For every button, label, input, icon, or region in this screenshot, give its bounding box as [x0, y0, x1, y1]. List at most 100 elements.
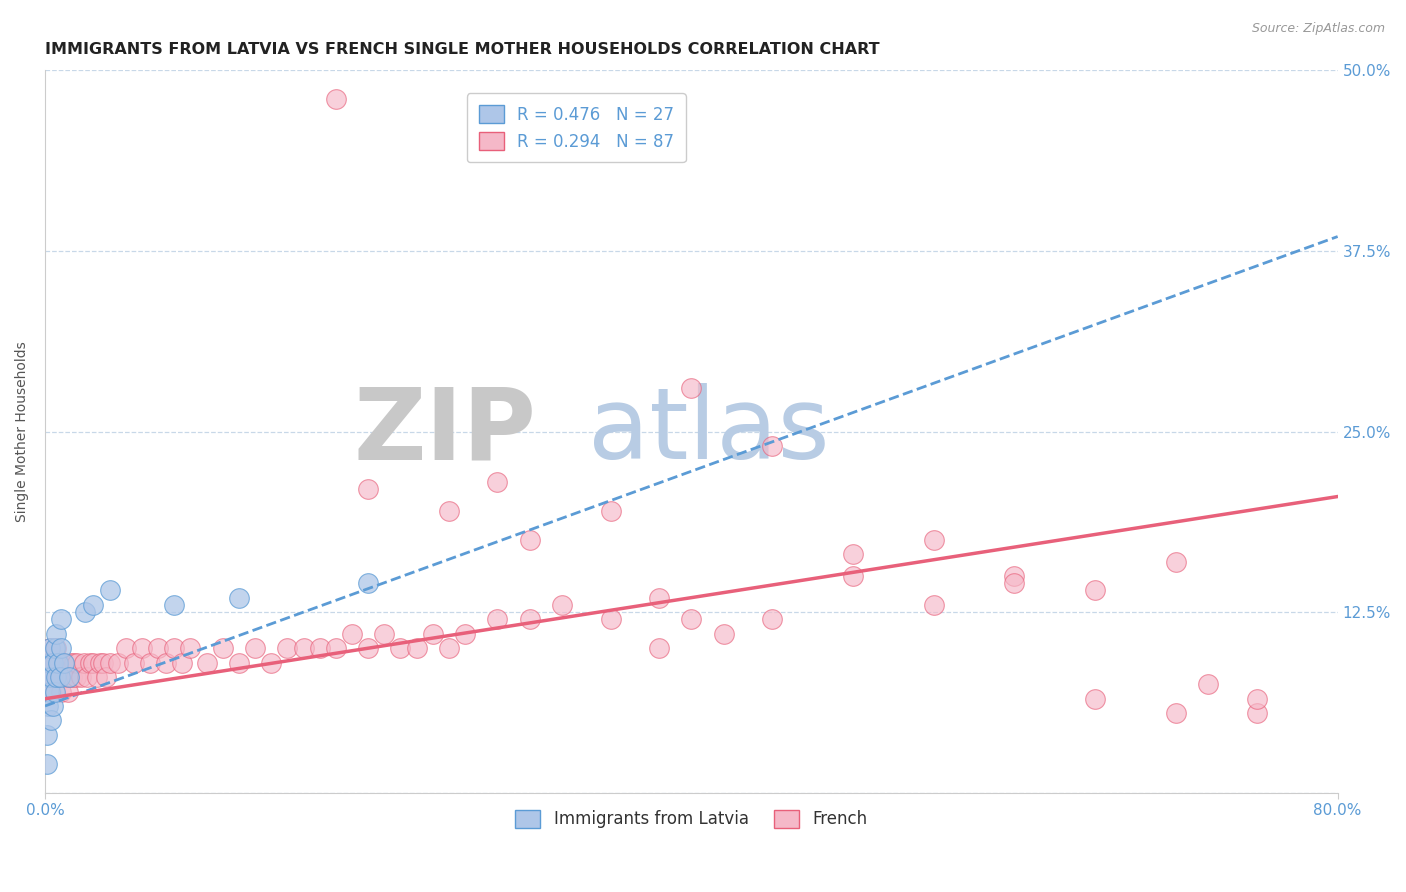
- Point: [357, 641, 380, 656]
- Text: atlas: atlas: [588, 383, 830, 480]
- Point: [179, 641, 201, 656]
- Point: [49, 641, 72, 656]
- Point: [842, 569, 865, 583]
- Legend: Immigrants from Latvia, French: Immigrants from Latvia, French: [509, 803, 875, 835]
- Point: [131, 641, 153, 656]
- Point: [46, 656, 69, 670]
- Point: [551, 598, 574, 612]
- Point: [53, 656, 76, 670]
- Point: [91, 656, 114, 670]
- Point: [82, 598, 104, 612]
- Point: [437, 641, 460, 656]
- Point: [292, 641, 315, 656]
- Point: [373, 626, 395, 640]
- Point: [519, 533, 541, 547]
- Point: [59, 656, 82, 670]
- Text: ZIP: ZIP: [353, 383, 536, 480]
- Point: [389, 641, 412, 656]
- Point: [53, 656, 76, 670]
- Point: [35, 728, 58, 742]
- Point: [79, 656, 101, 670]
- Point: [41, 670, 63, 684]
- Point: [486, 612, 509, 626]
- Point: [45, 670, 67, 684]
- Point: [114, 641, 136, 656]
- Y-axis label: Single Mother Households: Single Mother Households: [15, 341, 30, 522]
- Point: [146, 641, 169, 656]
- Point: [357, 576, 380, 591]
- Point: [45, 626, 67, 640]
- Point: [52, 670, 75, 684]
- Point: [35, 756, 58, 771]
- Point: [405, 641, 427, 656]
- Point: [422, 626, 444, 640]
- Point: [1164, 706, 1187, 721]
- Point: [276, 641, 298, 656]
- Point: [89, 656, 111, 670]
- Point: [38, 656, 60, 670]
- Point: [46, 670, 69, 684]
- Point: [172, 656, 194, 670]
- Point: [86, 670, 108, 684]
- Point: [42, 670, 65, 684]
- Point: [211, 641, 233, 656]
- Point: [37, 670, 59, 684]
- Point: [42, 656, 65, 670]
- Point: [55, 670, 77, 684]
- Point: [155, 656, 177, 670]
- Point: [49, 612, 72, 626]
- Point: [1246, 691, 1268, 706]
- Point: [761, 612, 783, 626]
- Point: [357, 483, 380, 497]
- Point: [41, 684, 63, 698]
- Point: [76, 670, 98, 684]
- Point: [681, 381, 703, 395]
- Point: [1084, 583, 1107, 598]
- Point: [761, 439, 783, 453]
- Point: [58, 670, 80, 684]
- Point: [48, 670, 70, 684]
- Point: [599, 504, 621, 518]
- Point: [44, 684, 66, 698]
- Point: [98, 656, 121, 670]
- Point: [1004, 569, 1026, 583]
- Point: [139, 656, 162, 670]
- Point: [1246, 706, 1268, 721]
- Point: [56, 684, 79, 698]
- Point: [648, 641, 671, 656]
- Point: [437, 504, 460, 518]
- Point: [62, 670, 84, 684]
- Point: [41, 714, 63, 728]
- Point: [49, 684, 72, 698]
- Point: [325, 92, 347, 106]
- Point: [73, 656, 96, 670]
- Point: [454, 626, 477, 640]
- Point: [122, 656, 145, 670]
- Point: [325, 641, 347, 656]
- Point: [75, 605, 97, 619]
- Point: [63, 656, 86, 670]
- Point: [1084, 691, 1107, 706]
- Point: [163, 598, 186, 612]
- Point: [42, 698, 65, 713]
- Point: [107, 656, 129, 670]
- Point: [163, 641, 186, 656]
- Point: [38, 641, 60, 656]
- Point: [48, 656, 70, 670]
- Point: [681, 612, 703, 626]
- Point: [486, 475, 509, 489]
- Point: [38, 684, 60, 698]
- Point: [195, 656, 218, 670]
- Point: [648, 591, 671, 605]
- Point: [35, 670, 58, 684]
- Point: [922, 598, 945, 612]
- Point: [308, 641, 330, 656]
- Point: [58, 670, 80, 684]
- Point: [842, 547, 865, 561]
- Point: [98, 583, 121, 598]
- Point: [228, 591, 250, 605]
- Point: [69, 670, 91, 684]
- Point: [65, 670, 87, 684]
- Point: [38, 641, 60, 656]
- Point: [1197, 677, 1219, 691]
